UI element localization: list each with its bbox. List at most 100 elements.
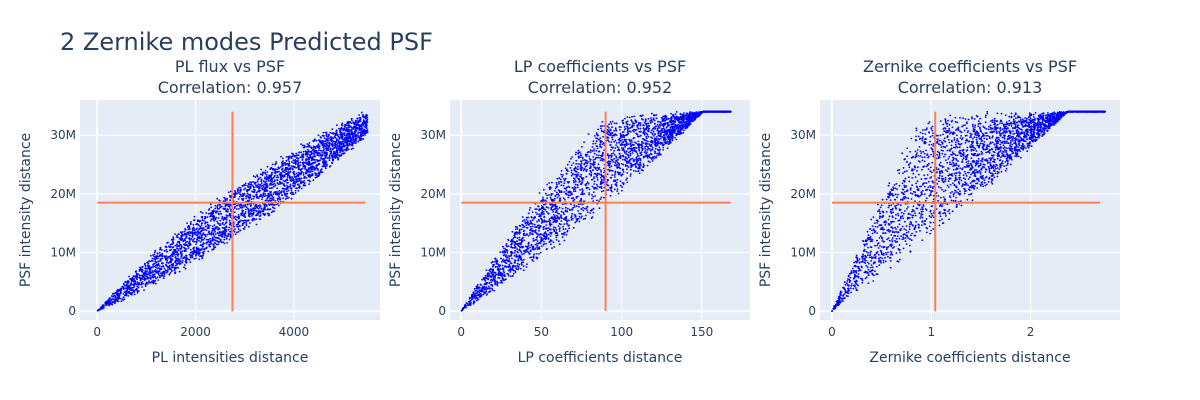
- scatter-point: [636, 153, 639, 155]
- scatter-point: [180, 245, 183, 248]
- scatter-point: [311, 173, 314, 176]
- scatter-point: [209, 224, 211, 227]
- scatter-point: [580, 217, 582, 219]
- scatter-point: [312, 155, 315, 158]
- scatter-point: [475, 299, 478, 302]
- scatter-point: [238, 195, 241, 198]
- scatter-point: [260, 168, 262, 171]
- scatter-point: [198, 239, 200, 242]
- scatter-point: [321, 152, 323, 154]
- scatter-point: [282, 179, 285, 182]
- scatter-point: [188, 259, 191, 261]
- scatter-point: [313, 159, 316, 161]
- scatter-point: [485, 283, 488, 286]
- scatter-point: [545, 206, 548, 209]
- scatter-point: [305, 161, 307, 163]
- scatter-point: [190, 254, 193, 256]
- scatter-point: [280, 155, 282, 158]
- scatter-point: [260, 195, 262, 198]
- scatter-point: [295, 178, 298, 181]
- scatter-point: [289, 167, 292, 170]
- scatter-point: [227, 215, 229, 217]
- scatter-point: [277, 193, 280, 195]
- scatter-point: [268, 176, 271, 179]
- scatter-point: [616, 146, 619, 148]
- scatter-point: [149, 272, 152, 275]
- scatter-point: [326, 157, 329, 160]
- scatter-point: [245, 224, 248, 227]
- scatter-point: [654, 147, 657, 150]
- scatter-point: [615, 181, 618, 184]
- scatter-point: [211, 229, 214, 232]
- scatter-point: [138, 270, 141, 272]
- scatter-point: [154, 265, 157, 267]
- scatter-point: [198, 235, 201, 238]
- scatter-point: [205, 238, 208, 241]
- scatter-point: [638, 135, 641, 138]
- scatter-point: [172, 236, 175, 239]
- scatter-point: [270, 193, 272, 196]
- scatter-point: [296, 157, 299, 160]
- scatter-point: [300, 156, 303, 159]
- scatter-point: [282, 197, 284, 200]
- scatter-point: [234, 192, 237, 195]
- scatter-point: [270, 180, 273, 183]
- scatter-point: [363, 125, 366, 128]
- scatter-point: [339, 129, 342, 132]
- scatter-point: [276, 197, 279, 200]
- scatter-point: [200, 224, 203, 227]
- scatter-point: [283, 191, 285, 194]
- scatter-point: [356, 121, 359, 124]
- scatter-point: [257, 183, 260, 186]
- scatter-point: [202, 248, 204, 250]
- scatter-point: [607, 155, 610, 158]
- scatter-point: [165, 271, 168, 274]
- scatter-point: [262, 171, 264, 174]
- scatter-point: [287, 174, 289, 176]
- scatter-point: [317, 174, 320, 177]
- scatter-point: [340, 134, 343, 137]
- scatter-point: [118, 297, 121, 299]
- scatter-point: [165, 246, 168, 249]
- scatter-point: [591, 185, 594, 188]
- scatter-point: [321, 160, 324, 163]
- scatter-point: [192, 253, 195, 256]
- scatter-point: [348, 142, 351, 145]
- scatter-point: [320, 136, 322, 139]
- scatter-point: [289, 183, 292, 186]
- scatter-point: [189, 222, 192, 225]
- scatter-point: [227, 191, 230, 194]
- scatter-point: [312, 140, 314, 142]
- scatter-point: [251, 190, 254, 193]
- scatter-point: [278, 192, 281, 194]
- scatter-point: [326, 164, 328, 167]
- y-axis-label: PSF intensity distance: [18, 133, 34, 287]
- scatter-points: [96, 111, 369, 312]
- scatter-point: [297, 189, 300, 192]
- scatter-point: [195, 251, 198, 253]
- scatter-point: [596, 147, 599, 150]
- scatter-point: [248, 200, 251, 202]
- scatter-point: [221, 234, 224, 237]
- scatter-point: [202, 219, 205, 222]
- scatter-point: [192, 219, 195, 222]
- scatter-point: [198, 231, 200, 234]
- scatter-point: [155, 263, 158, 266]
- scatter-point: [511, 240, 514, 243]
- scatter-point: [536, 220, 538, 223]
- scatter-point: [277, 195, 280, 198]
- scatter-point: [176, 243, 178, 246]
- scatter-point: [639, 122, 642, 124]
- scatter-point: [595, 150, 598, 152]
- scatter-point: [226, 242, 228, 244]
- scatter-point: [576, 184, 579, 187]
- scatter-point: [171, 242, 174, 245]
- scatter-point: [139, 274, 141, 277]
- scatter-point: [546, 197, 548, 200]
- scatter-point: [214, 239, 216, 242]
- scatter-point: [208, 230, 210, 233]
- scatter-point: [500, 257, 502, 260]
- scatter-point: [340, 149, 343, 152]
- scatter-point: [272, 169, 274, 171]
